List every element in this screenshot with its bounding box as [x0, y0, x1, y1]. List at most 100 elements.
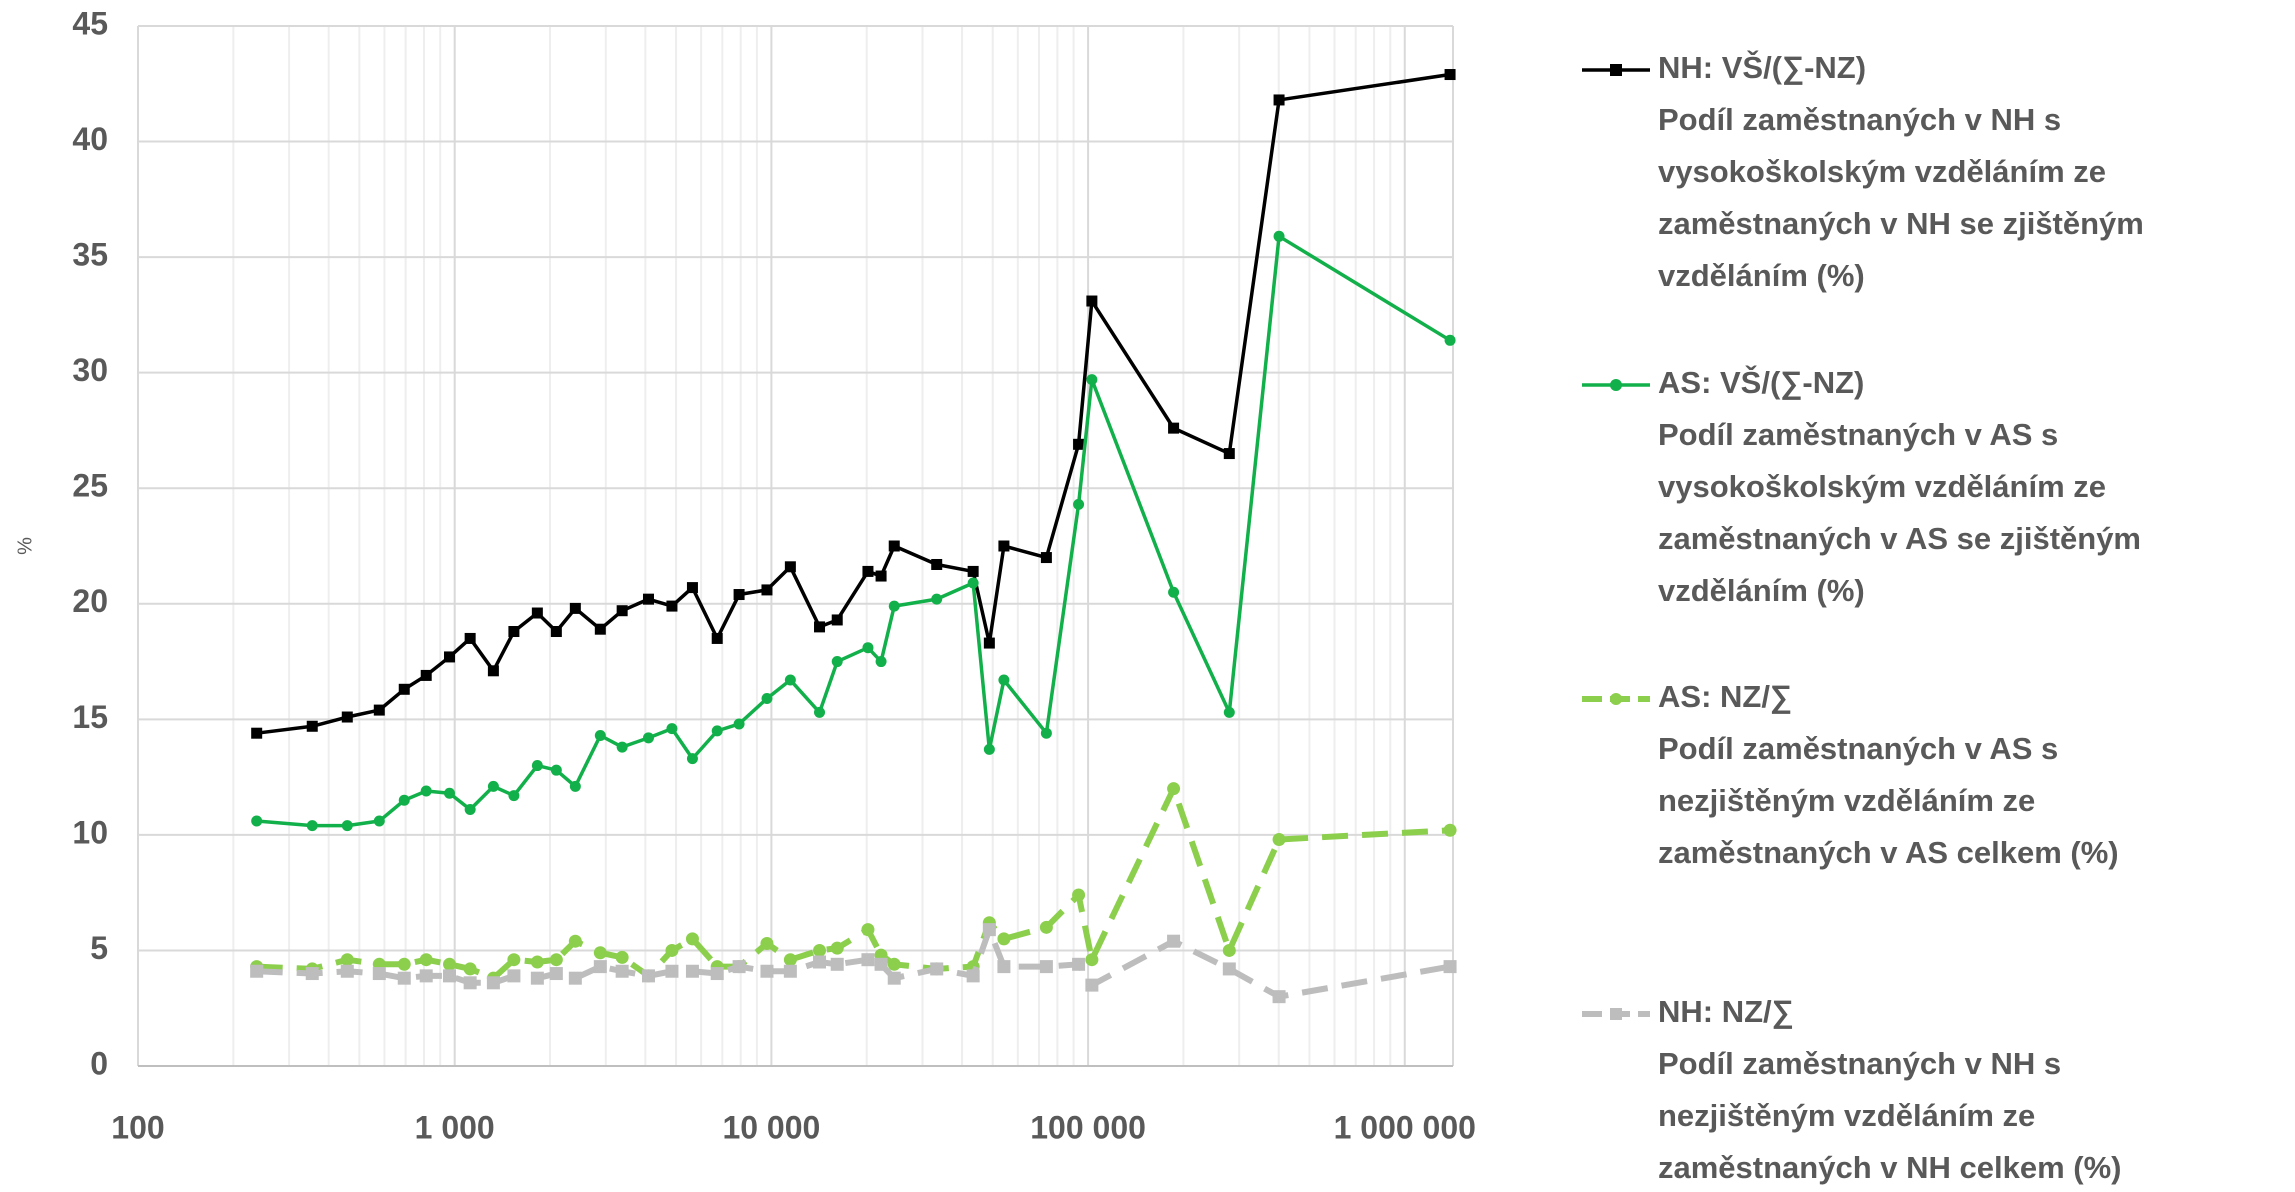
data-point — [930, 962, 944, 976]
data-point — [831, 656, 843, 668]
data-point — [1085, 978, 1099, 992]
data-point — [783, 953, 797, 967]
data-point — [1072, 888, 1086, 902]
data-point — [1168, 422, 1180, 434]
data-point — [998, 540, 1010, 552]
legend-description: vzděláním (%) — [1658, 573, 1865, 608]
data-point — [305, 967, 319, 981]
data-point — [761, 584, 773, 596]
y-tick-label: 40 — [72, 121, 108, 157]
data-point — [486, 976, 500, 990]
data-point — [373, 815, 385, 827]
data-point — [1273, 230, 1285, 242]
data-point — [997, 960, 1011, 974]
data-point — [813, 943, 827, 957]
data-point — [784, 674, 796, 686]
data-point — [666, 723, 678, 735]
data-point — [444, 787, 456, 799]
data-point — [1086, 374, 1098, 386]
data-point — [397, 971, 411, 985]
legend-description: Podíl zaměstnaných v NH s — [1658, 102, 2061, 137]
data-point — [508, 626, 520, 638]
data-point — [862, 642, 874, 654]
legend-description: nezjištěným vzděláním ze — [1658, 783, 2035, 818]
data-point — [732, 960, 746, 974]
data-point — [733, 718, 745, 730]
data-point — [710, 967, 724, 981]
legend-marker — [1610, 1008, 1622, 1020]
y-tick-label: 5 — [90, 930, 108, 966]
data-point — [549, 967, 563, 981]
y-tick-label: 20 — [72, 583, 108, 619]
data-point — [862, 565, 874, 577]
data-point — [830, 957, 844, 971]
data-point — [813, 955, 827, 969]
data-point — [641, 969, 655, 983]
y-tick-label: 15 — [72, 699, 108, 735]
data-point — [507, 953, 521, 967]
legend-description: nezjištěným vzděláním ze — [1658, 1098, 2035, 1133]
data-point — [615, 950, 629, 964]
y-tick-label: 35 — [72, 237, 108, 273]
data-point — [1444, 69, 1456, 81]
data-point — [420, 785, 432, 797]
data-point — [887, 957, 901, 971]
legend-description: vzděláním (%) — [1658, 258, 1865, 293]
data-point — [306, 820, 318, 832]
data-point — [888, 540, 900, 552]
data-point — [569, 602, 581, 614]
data-point — [1223, 448, 1235, 460]
legend-description: Podíl zaměstnaných v NH s — [1658, 1046, 2061, 1081]
data-point — [1040, 727, 1052, 739]
data-point — [1073, 438, 1085, 450]
data-point — [998, 674, 1010, 686]
data-point — [419, 953, 433, 967]
data-point — [341, 711, 353, 723]
data-point — [251, 727, 263, 739]
data-point — [665, 964, 679, 978]
data-point — [398, 794, 410, 806]
data-point — [642, 732, 654, 744]
data-point — [1272, 833, 1286, 847]
data-point — [463, 962, 477, 976]
data-point — [340, 964, 354, 978]
y-tick-label: 25 — [72, 468, 108, 504]
data-point — [1168, 586, 1180, 598]
data-point — [686, 753, 698, 765]
data-point — [983, 637, 995, 649]
data-point — [549, 953, 563, 967]
data-point — [616, 605, 628, 617]
data-point — [341, 820, 353, 832]
data-point — [1272, 990, 1286, 1004]
data-point — [888, 600, 900, 612]
data-point — [464, 803, 476, 815]
series-line — [256, 926, 1451, 1000]
data-point — [373, 704, 385, 716]
data-point — [966, 969, 980, 983]
data-point — [397, 957, 411, 971]
data-point — [1073, 498, 1085, 510]
data-point — [875, 656, 887, 668]
legend-description: zaměstnaných v AS se zjištěným — [1658, 521, 2141, 556]
legend-label: NH: VŠ/(∑-NZ) — [1658, 49, 1866, 85]
data-point — [593, 946, 607, 960]
data-point — [463, 976, 477, 990]
data-point — [1443, 823, 1457, 837]
series-line — [256, 72, 1451, 735]
data-point — [967, 577, 979, 589]
data-point — [997, 932, 1011, 946]
data-point — [887, 971, 901, 985]
legend-marker — [1610, 379, 1622, 391]
data-point — [594, 730, 606, 742]
data-point — [761, 693, 773, 705]
legend-description: Podíl zaměstnaných v AS s — [1658, 731, 2058, 766]
data-point — [487, 780, 499, 792]
data-point — [419, 969, 433, 983]
legend-description: zaměstnaných v NH se zjištěným — [1658, 206, 2144, 241]
data-point — [251, 815, 263, 827]
data-point — [685, 932, 699, 946]
data-point — [1167, 934, 1181, 948]
data-point — [783, 964, 797, 978]
legend-description: zaměstnaných v AS celkem (%) — [1658, 835, 2119, 870]
